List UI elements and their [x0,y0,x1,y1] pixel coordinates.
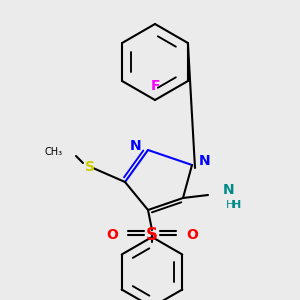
Text: N: N [199,154,211,168]
Text: S: S [146,226,158,244]
Text: O: O [106,228,118,242]
Text: N: N [223,183,235,197]
Text: O: O [186,228,198,242]
Text: F: F [150,79,160,93]
Text: H: H [232,200,241,210]
Text: N: N [129,139,141,153]
Text: H: H [226,200,234,210]
Text: CH₃: CH₃ [45,147,63,157]
Text: S: S [85,160,95,174]
